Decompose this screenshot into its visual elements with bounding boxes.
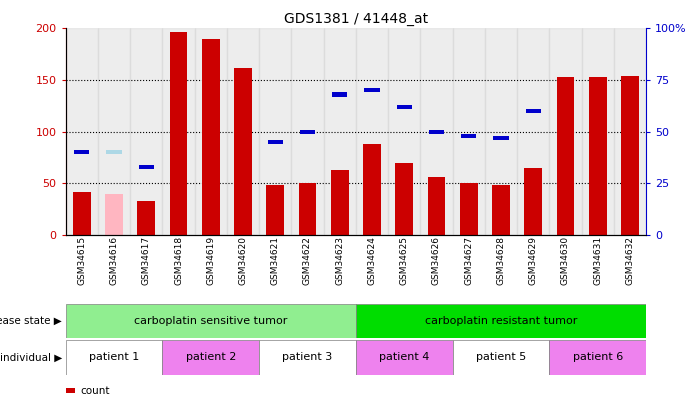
Bar [105,194,123,235]
Bar [364,88,379,92]
Bar [234,68,252,235]
Bar [526,109,541,113]
Bar [331,170,348,235]
Bar [420,28,453,235]
Bar [236,12,251,16]
Bar [266,185,284,235]
Bar [621,76,638,235]
Bar [428,177,445,235]
Bar [66,340,162,375]
Bar [556,77,574,235]
Bar [623,20,638,24]
Bar [363,144,381,235]
Bar [66,28,98,235]
Bar [259,340,356,375]
Bar [73,192,91,235]
Bar [492,185,510,235]
Text: patient 5: patient 5 [476,352,526,362]
Bar [130,28,162,235]
Text: patient 3: patient 3 [283,352,332,362]
Bar [292,28,323,235]
Bar [299,183,316,235]
Bar [74,150,89,154]
Bar [106,150,122,154]
Text: patient 2: patient 2 [186,352,236,362]
Text: carboplatin sensitive tumor: carboplatin sensitive tumor [134,316,287,326]
Bar [549,28,582,235]
Bar [138,201,155,235]
Bar [590,20,605,24]
Bar [332,92,348,96]
Text: patient 1: patient 1 [89,352,139,362]
Bar [300,130,315,134]
Text: disease state ▶: disease state ▶ [0,316,62,326]
Bar [614,28,646,235]
Bar [485,28,517,235]
Bar [493,136,509,140]
Bar [395,163,413,235]
Bar [356,28,388,235]
Text: count: count [80,386,110,396]
Bar [549,340,646,375]
Bar [524,168,542,235]
Bar [202,39,220,235]
Bar [429,130,444,134]
Bar [558,20,573,24]
Bar [323,28,356,235]
Bar [171,0,186,4]
Text: patient 4: patient 4 [379,352,429,362]
Bar [397,105,412,109]
Bar [227,28,259,235]
Bar [169,32,187,235]
Text: individual ▶: individual ▶ [0,352,62,362]
Bar [388,28,420,235]
Bar [267,140,283,144]
Bar [453,340,549,375]
Bar [589,77,607,235]
Bar [259,28,292,235]
Text: carboplatin resistant tumor: carboplatin resistant tumor [425,316,577,326]
Bar [461,134,476,138]
Bar [98,28,130,235]
Bar [66,304,356,338]
Bar [453,28,485,235]
Bar [203,2,218,6]
Bar [356,304,646,338]
Bar [162,340,259,375]
Bar [582,28,614,235]
Bar [460,183,477,235]
Bar [195,28,227,235]
Bar [356,340,453,375]
Bar [139,165,154,169]
Text: patient 6: patient 6 [573,352,623,362]
Title: GDS1381 / 41448_at: GDS1381 / 41448_at [284,12,428,26]
Bar [162,28,195,235]
Bar [517,28,549,235]
